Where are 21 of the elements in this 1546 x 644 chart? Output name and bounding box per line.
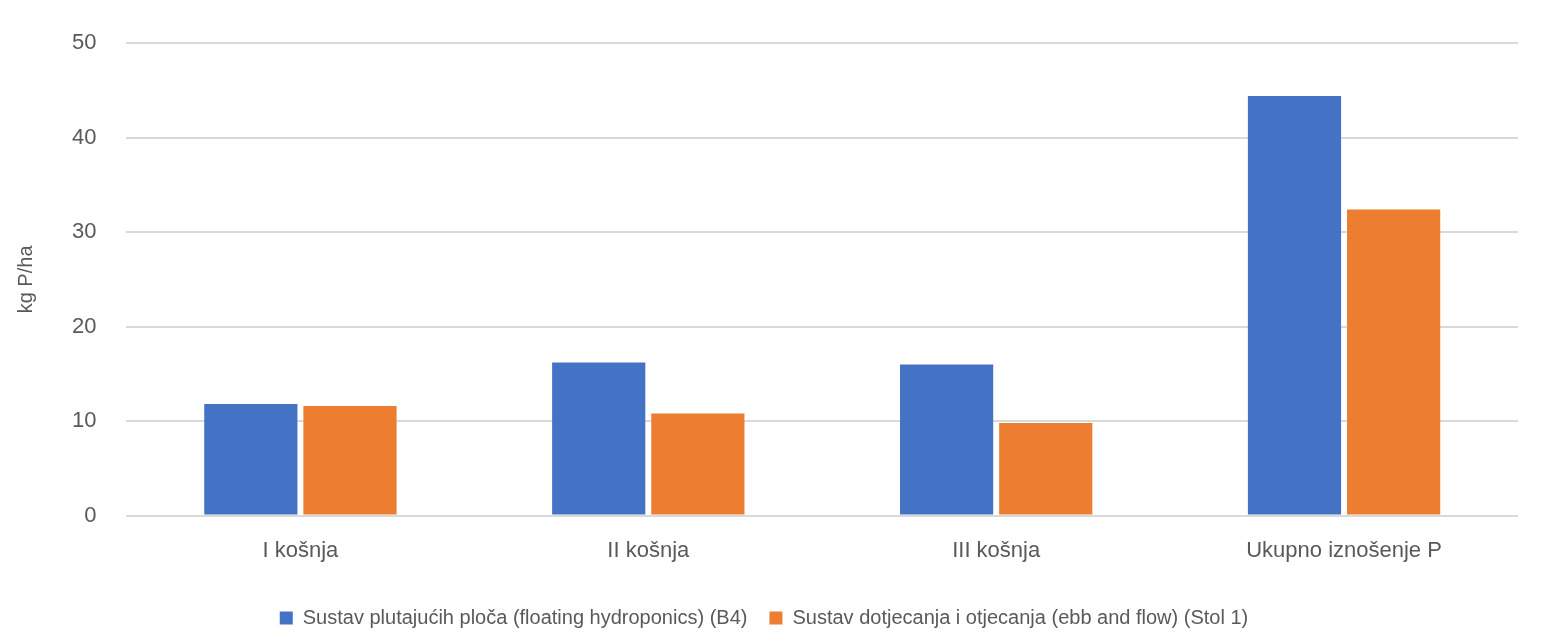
y-tick-label: 0 — [84, 501, 97, 527]
bar — [1347, 209, 1441, 515]
bar — [1247, 96, 1342, 515]
bar — [651, 413, 745, 515]
y-tick-label: 50 — [71, 29, 97, 55]
y-axis-title: kg P/ha — [13, 244, 36, 314]
y-tick-label: 30 — [71, 218, 97, 244]
x-tick-label: I košnja — [262, 536, 340, 562]
bar — [303, 406, 397, 515]
y-tick-label: 10 — [71, 407, 97, 433]
x-tick-label: II košnja — [607, 536, 691, 562]
bar — [900, 364, 994, 515]
legend-label: Sustav plutajućih ploča (floating hydroponics) (B4) — [302, 605, 748, 628]
x-tick-label: III košnja — [952, 536, 1041, 562]
y-tick-label: 20 — [71, 312, 97, 338]
legend-label: Sustav dotjecanja i otjecanja (ebb and flow) (Stol 1) — [792, 605, 1249, 628]
bar — [552, 362, 646, 515]
bar — [204, 404, 298, 515]
x-tick-label: Ukupno iznošenje P — [1246, 536, 1442, 562]
bar — [999, 423, 1093, 515]
y-tick-label: 40 — [71, 123, 97, 149]
